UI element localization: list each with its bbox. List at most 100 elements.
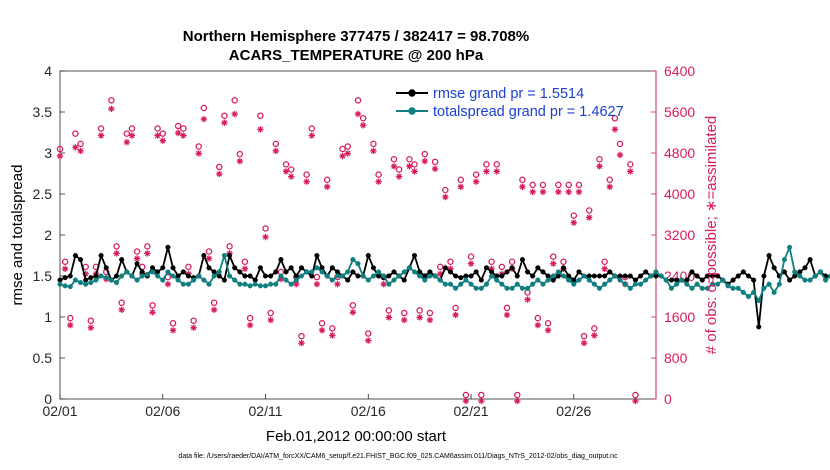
y-tick-label: 4 [44,63,52,79]
x-tick-label: 02/21 [454,403,489,419]
rmse-point [78,257,84,263]
obs-assimilated-point [113,250,120,257]
obs-assimilated-point [169,327,177,334]
obs-assimilated-point [478,397,485,405]
obs-assimilated-point [591,332,598,339]
totalspread-point [401,269,407,275]
totalspread-point [653,269,659,275]
totalspread-point [802,277,808,283]
obs-assimilated-point [395,173,403,180]
totalspread-point [144,271,150,277]
obs-assimilated-point [277,275,285,283]
obs-possible-point [303,171,310,178]
rmse-point [473,269,479,275]
totalspread-point [119,273,125,279]
rmse-point [268,273,274,279]
obs-assimilated-point [144,250,151,257]
rmse-point [391,269,397,275]
rmse-point [689,269,695,275]
totalspread-point [704,285,710,291]
rmse-point [730,277,736,283]
totalspread-point [627,285,633,291]
obs-assimilated-point [241,265,249,272]
rmse-point [668,277,674,283]
obs-possible-point [221,112,228,119]
totalspread-point [689,285,695,291]
totalspread-point [196,273,202,279]
obs-assimilated-point [205,255,213,262]
obs-possible-point [596,155,603,163]
rmse-point [401,277,407,283]
totalspread-point [252,281,258,287]
obs-assimilated-point [524,296,531,303]
obs-assimilated-point [406,163,413,170]
obs-possible-point [549,253,557,260]
obs-possible-point [462,391,470,399]
obs-assimilated-point [154,132,161,139]
obs-possible-point [226,243,233,250]
y2-tick-label: 5600 [664,104,695,120]
plot-frame [59,70,657,400]
totalspread-point [232,277,238,283]
y2-tick-label: 4000 [664,186,695,202]
obs-assimilated-point [416,314,423,321]
rmse-point [113,273,120,279]
y-tick-label: 0 [44,391,52,407]
totalspread-point [668,285,674,291]
totalspread-point [519,285,525,291]
totalspread-point [365,277,371,283]
y-tick-label: 2 [44,227,52,243]
totalspread-point [334,273,340,279]
rmse-point [227,252,233,259]
rmse-point [478,277,484,283]
totalspread-point [823,277,829,283]
rmse-point [622,273,628,279]
totalspread-point [602,281,608,287]
rmse-point [447,269,454,275]
obs-possible-point [395,166,403,173]
totalspread-point [268,281,274,287]
totalspread-point [632,281,638,287]
totalspread-point [273,281,279,287]
obs-possible-point [400,309,408,317]
obs-possible-point [128,125,136,132]
obs-possible-point [514,391,521,399]
obs-assimilated-point [123,138,130,146]
obs-possible-point [200,104,208,112]
obs-possible-point [390,155,398,163]
obs-assimilated-point [329,332,336,339]
rmse-point [602,273,608,279]
obs-assimilated-point [586,214,593,221]
obs-assimilated-point [216,170,223,178]
totalspread-point [185,281,191,287]
totalspread-point [607,277,613,283]
totalspread-point [658,273,664,279]
rmse-point [509,265,515,271]
obs-possible-point [349,302,357,309]
obs-assimilated-point [519,183,526,190]
totalspread-point [648,273,654,279]
obs-possible-point [344,143,351,150]
obs-possible-point [442,186,449,194]
rmse-point [704,273,710,279]
obs-possible-point [426,309,434,317]
totalspread-point [345,269,351,275]
obs-possible-point [298,332,305,340]
totalspread-point [473,285,479,291]
obs-assimilated-point [426,316,434,324]
totalspread-point [355,261,361,267]
obs-assimilated-point [190,324,197,331]
obs-assimilated-point [385,314,393,321]
rmse-point [237,269,243,275]
totalspread-point [216,269,222,275]
obs-possible-point [498,263,506,271]
totalspread-point [766,281,772,287]
totalspread-point [447,281,454,287]
obs-assimilated-point [128,132,136,139]
obs-possible-point [72,130,79,137]
obs-assimilated-point [457,183,464,190]
totalspread-point [787,244,793,250]
y-axis-label: rmse and totalspread [9,165,26,306]
rmse-point [119,257,125,263]
totalspread-point [391,277,397,283]
